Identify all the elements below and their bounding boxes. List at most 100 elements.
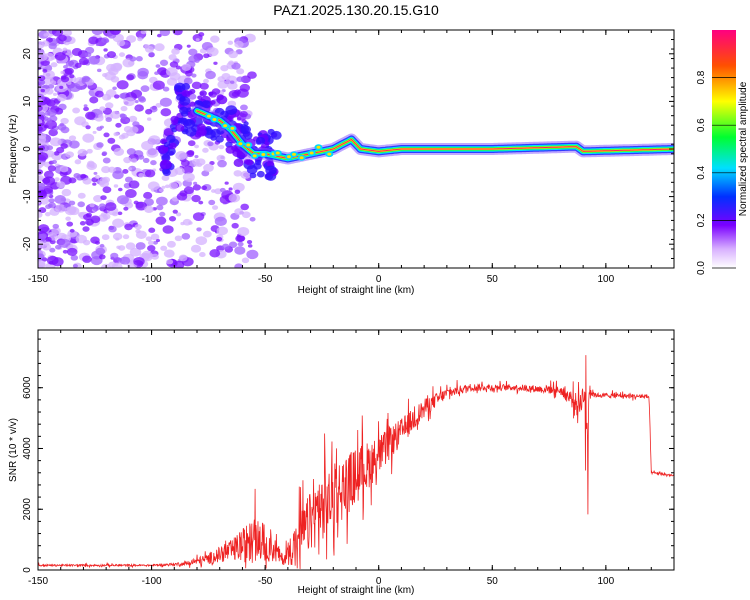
spectrogram-noise-blob [155, 216, 167, 225]
spectrogram-ridge-spot-core [316, 145, 321, 149]
snr-y-tick-label: 0 [22, 567, 33, 573]
spectrogram-noise-blob [187, 178, 193, 183]
spectrogram-noise-blob [90, 215, 101, 224]
spectrogram-noise-blob [98, 114, 104, 119]
spectrogram-noise-blob [54, 52, 66, 61]
spectrogram-noise-blob [171, 119, 179, 126]
spectrogram-noise-blob [217, 80, 229, 89]
spectrogram-noise-blob [82, 177, 92, 185]
spectrogram-noise-blob [187, 140, 196, 147]
spectrogram-noise-blob [181, 82, 191, 90]
spectrogram-noise-blob [203, 163, 214, 173]
spectrogram-noise-blob [40, 88, 45, 93]
spectrogram-noise-blob [69, 82, 81, 93]
spectrogram-noise-blob [42, 176, 56, 186]
spectrogram-noise-blob [66, 221, 74, 227]
spectrogram-noise-blob [118, 52, 126, 57]
spectrogram-noise-blob [72, 263, 78, 268]
spectrogram-noise-blob [77, 148, 88, 157]
spectrogram-noise-blob [38, 119, 43, 125]
spectrogram-noise-blob [161, 185, 166, 189]
spectrogram-noise-blob [163, 141, 171, 148]
snr-frame [37, 329, 675, 571]
spectrogram-noise-blob [123, 125, 133, 133]
spectrogram-noise-blob [56, 181, 66, 189]
spectrogram-noise-blob [205, 70, 216, 80]
spectrogram-noise-blob [239, 110, 248, 118]
spectrogram-noise-blob [69, 228, 75, 233]
spectrogram-noise-blob [202, 147, 209, 153]
spectrogram-noise-blob [101, 151, 108, 156]
spectrogram-noise-blob [91, 30, 104, 36]
spectrogram-noise-blob [125, 189, 137, 199]
spectrogram-noise-blob [160, 108, 172, 117]
spectrogram-noise-blob [189, 101, 196, 107]
spectrogram-noise-blob [92, 130, 97, 134]
spectrogram-noise-blob [81, 86, 86, 90]
spectrogram-noise-blob [239, 83, 251, 92]
spectrogram-noise-blob [93, 195, 103, 203]
spectrogram-plot-area [38, 30, 674, 268]
spectrogram-noise-blob [41, 243, 52, 251]
spectrogram-noise-blob [171, 196, 179, 202]
spectrogram-ridge-spot-core [286, 155, 291, 159]
spectrogram-noise-blob [168, 182, 179, 190]
spectrogram-noise-blob [196, 158, 206, 166]
snr-y-tick-label: 2000 [22, 498, 33, 521]
spectrogram-noise-blob [58, 34, 67, 42]
spectrogram-noise-blob [199, 82, 209, 90]
spectrogram-noise-blob [196, 227, 202, 232]
spectrogram-noise-blob [143, 191, 153, 199]
spectrogram-noise-blob [74, 159, 82, 165]
spectrogram-noise-blob [77, 201, 85, 208]
spectrogram-noise-blob [240, 170, 251, 179]
spectrogram-noise-blob [216, 154, 226, 162]
figure-title: PAZ1.2025.130.20.15.G10 [273, 2, 439, 18]
spectrogram-noise-blob [196, 127, 207, 137]
spectrogram-noise-blob [233, 158, 244, 167]
spectrogram-noise-blob [68, 135, 77, 141]
spectrogram-noise-blob [107, 137, 116, 144]
spectrogram-noise-blob [147, 244, 156, 252]
snr-y-tick-label: 6000 [22, 376, 33, 399]
spectrogram-noise-blob [228, 187, 233, 191]
spectrogram-noise-blob [146, 148, 159, 158]
spectrogram-noise-blob [43, 116, 49, 121]
spectrogram-noise-blob [254, 159, 262, 166]
spectrogram-y-tick-label: 0 [22, 146, 33, 152]
snr-y-axis-label: SNR (10 * v/v) [8, 418, 19, 482]
spectrogram-noise-blob [119, 256, 131, 265]
spectrogram-x-tick-label: 100 [598, 274, 615, 285]
spectrogram-noise-blob [113, 132, 119, 137]
spectrogram-noise-blob [152, 240, 158, 245]
spectrogram-noise-blob [126, 35, 137, 43]
spectrogram-noise-blob [240, 203, 250, 211]
spectrogram-noise-blob [264, 141, 270, 146]
spectrogram-noise-blob [81, 75, 91, 83]
spectrogram-noise-blob [54, 195, 67, 204]
spectrogram-noise-blob [123, 206, 129, 211]
spectrogram-noise-blob [117, 211, 123, 216]
spectrogram-noise-blob [49, 247, 56, 253]
spectrogram-noise-blob [163, 128, 174, 137]
spectrogram-noise-blob [159, 30, 171, 37]
spectrogram-noise-blob [187, 149, 195, 156]
spectrogram-noise-blob [44, 211, 51, 217]
spectrogram-noise-blob [124, 201, 134, 209]
spectrogram-noise-blob [96, 142, 104, 148]
spectrogram-noise-blob [45, 204, 52, 210]
snr-x-tick-label: 0 [376, 576, 382, 587]
spectrogram-noise-blob [236, 68, 245, 75]
spectrogram-noise-blob [191, 73, 197, 78]
spectrogram-noise-blob [249, 216, 256, 222]
spectrogram-noise-blob [194, 144, 199, 149]
spectrogram-noise-blob [175, 151, 187, 160]
spectrogram-noise-blob [247, 71, 257, 79]
spectrogram-noise-blob [62, 47, 68, 52]
spectrogram-noise-blob [135, 242, 146, 250]
spectrogram-noise-blob [65, 151, 74, 158]
spectrogram-noise-blob [243, 121, 249, 126]
spectrogram-noise-blob [68, 177, 77, 184]
spectrogram-ridge-spot-core [275, 151, 280, 155]
spectrogram-noise-blob [148, 135, 161, 145]
